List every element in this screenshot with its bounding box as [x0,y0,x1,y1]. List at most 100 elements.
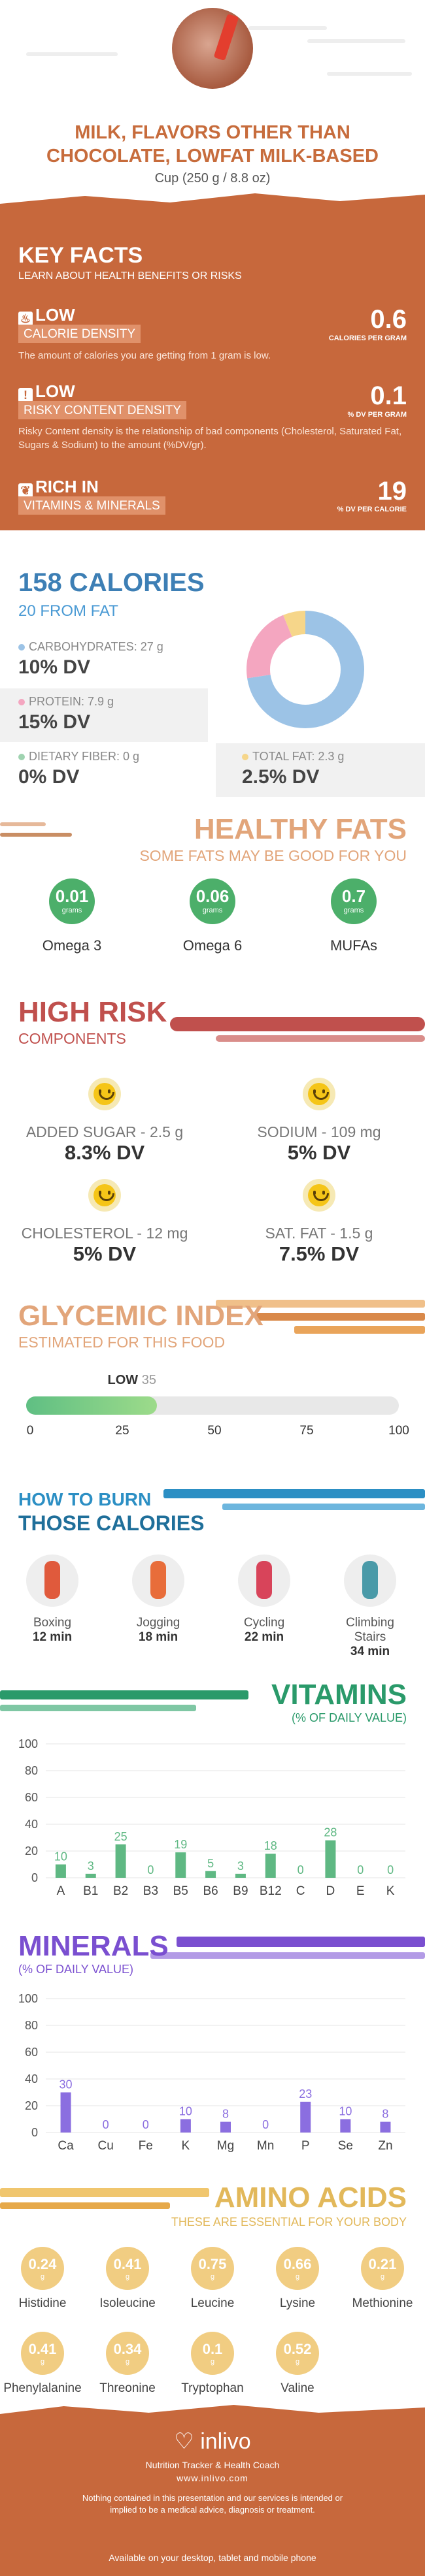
gi-deco [294,1326,425,1334]
x-tick-label: Se [338,2139,353,2153]
footer-availability: Available on your desktop, tablet and mo… [109,2552,316,2563]
vit-deco [0,1705,196,1711]
bar-value-label: 0 [147,1863,154,1876]
bar-A [55,1864,66,1878]
bar-value-label: 25 [114,1830,128,1843]
amino-badge: 0.52 g [276,2332,319,2375]
fat-stat: TOTAL FAT: 2.3 g 2.5% DV [242,750,345,788]
x-tick-label: B3 [143,1884,158,1898]
amino-name: Isoleucine [99,2296,156,2310]
omega3-badge: 0.01 grams [49,878,95,924]
jogging-icon [132,1554,184,1607]
glycemic-section: GLYCEMIC INDEX ESTIMATED FOR THIS FOOD L… [0,1300,425,1450]
key-facts-section: KEY FACTS LEARN ABOUT HEALTH BENEFITS OR… [0,204,425,530]
smiley-icon [303,1179,335,1212]
donut-slice-fat [246,611,364,728]
bar-value-label: 10 [179,2105,192,2118]
x-tick-label: Mg [217,2139,234,2153]
rich-in-value: 19 [377,477,407,506]
amino-section: AMINO ACIDS THESE ARE ESSENTIAL FOR YOUR… [0,2175,425,2395]
footer: ♡ inlivo Nutrition Tracker & Health Coac… [0,2417,425,2576]
amino-item: 0.66 g Lysine [255,2247,340,2311]
leaf-icon: ❦ [18,483,33,498]
x-tick-label: C [296,1884,305,1898]
x-tick-label: Cu [98,2139,114,2153]
bar-value-label: 0 [387,1863,394,1876]
x-tick-label: B5 [173,1884,188,1898]
amino-name: Valine [280,2381,314,2395]
header-deco [307,39,405,43]
activity-climbing-stairs: Climbing Stairs 34 min [331,1554,409,1659]
activity-jogging: Jogging 18 min [119,1554,197,1645]
amino-item: 0.34 g Threonine [85,2332,170,2396]
smiley-icon [303,1078,335,1110]
rich-in-unit: % DV PER CALORIE [337,506,407,513]
bar-value-label: 0 [262,2118,269,2131]
vitamins-subtitle: (% OF DAILY VALUE) [291,1711,407,1724]
x-tick-label: B6 [203,1884,218,1898]
bar-P [300,2101,311,2133]
header: MILK, FLAVORS OTHER THAN CHOCOLATE, LOWF… [0,0,425,196]
y-tick-label: 20 [25,1844,38,1858]
amino-title: AMINO ACIDS [214,2182,407,2214]
warning-icon: ! [18,388,33,402]
food-photo [172,8,253,89]
amino-badge: 0.75 g [191,2247,234,2290]
amino-badge: 0.41 g [106,2247,149,2290]
bar-K [180,2119,191,2133]
cholesterol-dv: 5% DV [73,1242,137,1265]
calorie-density-label: CALORIE DENSITY [18,325,141,343]
boxing-icon [26,1554,78,1607]
risk-deco [170,1017,425,1031]
y-tick-label: 20 [25,2099,38,2112]
protein-dot [18,699,25,705]
footer-url[interactable]: www.inlivo.com [177,2473,248,2483]
x-tick-label: Fe [139,2139,153,2153]
added-sugar-dv: 8.3% DV [64,1141,145,1164]
bar-Ca [60,2092,71,2133]
x-tick-label: K [386,1884,395,1898]
minerals-title: MINERALS [18,1930,169,1962]
amino-badge: 0.41 g [21,2332,64,2375]
x-tick-label: Mn [257,2139,274,2153]
fat-dot [242,754,248,760]
x-tick-label: P [301,2139,310,2153]
header-deco [26,52,118,56]
x-tick-label: B2 [113,1884,128,1898]
amino-badge: 0.66 g [276,2247,319,2290]
sodium-dv: 5% DV [287,1141,351,1164]
header-deco [327,72,412,76]
bar-Mg [220,2121,231,2133]
minerals-bar-chart: 0 20 40 60 80 100 30 Ca 0 Cu 0 Fe 10 K 8 Mg 0 Mn 23 P 10 Se 8 Z… [18,1992,405,2153]
sodium-label: SODIUM - 109 mg [257,1123,381,1140]
amino-deco [0,2202,170,2209]
gi-tick: 100 [388,1424,409,1438]
cholesterol-label: CHOLESTEROL - 12 mg [21,1225,188,1242]
calorie-density-desc: The amount of calories you are getting f… [18,350,271,361]
serving-size: Cup (250 g / 8.8 oz) [154,171,271,185]
inlivo-logo: ♡ inlivo [174,2429,251,2454]
x-tick-label: A [57,1884,65,1898]
amino-badge: 0.24 g [21,2247,64,2290]
fiber-dot [18,754,25,760]
x-tick-label: D [326,1884,335,1898]
amino-badge: 0.34 g [106,2332,149,2375]
header-deco [248,26,327,30]
calorie-density-value: 0.6 [370,305,407,334]
sat-fat-label: SAT. FAT - 1.5 g [265,1225,373,1242]
bar-Zn [380,2121,391,2133]
risk-deco [216,1035,425,1042]
calorie-density-unit: CALORIES PER GRAM [328,334,407,342]
x-tick-label: E [356,1884,365,1898]
healthy-fats-subtitle: SOME FATS MAY BE GOOD FOR YOU [139,847,407,864]
burn-deco [163,1489,425,1498]
bar-value-label: 5 [207,1857,214,1870]
risky-density-label: RISKY CONTENT DENSITY [18,401,187,419]
amino-item: 0.1 g Tryptophan [170,2332,255,2396]
omega3-label: Omega 3 [42,937,102,954]
bar-value-label: 10 [54,1850,67,1863]
vit-deco [0,1690,248,1699]
bar-value-label: 0 [143,2118,149,2131]
healthy-fats-section: HEALTHY FATS SOME FATS MAY BE GOOD FOR Y… [0,813,425,970]
gi-tick: 25 [115,1424,129,1438]
